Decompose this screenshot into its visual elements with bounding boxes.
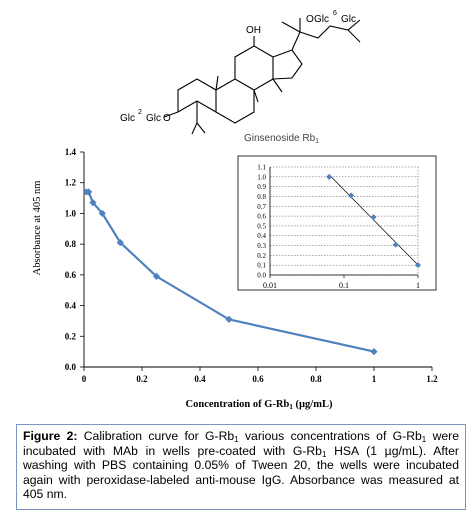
inset-y-tick-label: 1.1 [257, 164, 266, 172]
main-data-point [116, 239, 124, 247]
top-o: O [306, 14, 314, 25]
caption-text-3: were incubated with MAb in wells pre-coa… [23, 429, 459, 458]
inset-y-tick-label: 0.4 [257, 232, 266, 240]
top-link: 6 [333, 10, 337, 17]
y-tick-label: 1.2 [65, 178, 77, 188]
inset-y-tick-label: 0.0 [257, 272, 266, 280]
y-tick-label: 0.0 [65, 362, 77, 372]
caption-sub-1: 1 [234, 435, 239, 444]
inset-ticks: 0.0 0.1 0.2 0.3 0.4 0.50.6 0.7 0.8 0.9 1.01.1 0.01… [257, 164, 420, 291]
inset-y-tick-label: 0.6 [257, 213, 266, 221]
inset-x-tick-label: 0.01 [263, 281, 277, 290]
caption-text-1: Calibration curve for G-Rb [77, 429, 235, 443]
main-chart: 0.0 0.2 0.4 0.6 0.8 1.0 1.2 1.4 0 0.2 0.4 0.6 0.8 1 1.… [32, 147, 438, 411]
inset-grid [269, 166, 419, 276]
x-tick-label: 0 [82, 374, 87, 384]
x-tick-label: 0.2 [136, 374, 148, 384]
compound-name: Ginsenoside Rb1 [244, 133, 319, 145]
inset-data-point [392, 241, 399, 248]
x-tick-label: 1 [372, 374, 377, 384]
inset-y-tick-label: 0.7 [257, 203, 266, 211]
y-tick-label: 0.2 [65, 331, 77, 341]
y-tick-label: 0.6 [65, 270, 77, 280]
y-tick-label: 1.4 [65, 147, 77, 157]
inset-frame [237, 155, 437, 291]
figure-caption: Figure 2: Calibration curve for G-Rb1 va… [16, 424, 466, 510]
inset-x-tick-label: 1 [416, 281, 420, 290]
y-tick-label: 0.4 [65, 301, 77, 311]
inset-y-tick-label: 0.1 [257, 262, 266, 270]
x-tick-label: 0.8 [310, 374, 322, 384]
inset-y-tick-label: 1.0 [257, 173, 266, 181]
inset-y-tick-label: 0.9 [257, 183, 266, 191]
bottom-glc1: Glc [120, 113, 135, 124]
main-data-point [370, 348, 378, 356]
y-axis-label: Absorbance at 405 nm [32, 181, 43, 276]
inset-series [326, 173, 421, 269]
caption-sub-2: 1 [421, 435, 427, 444]
inset-data-point [415, 262, 421, 269]
top-glc2: Glc [341, 14, 356, 25]
top-glc1: Glc [314, 14, 329, 25]
inset-data-point [370, 214, 377, 221]
structure-skeleton [163, 18, 361, 135]
x-tick-label: 0.6 [252, 374, 264, 384]
caption-text-2: various concentrations of G-Rb [238, 429, 422, 443]
caption-label: Figure 2: [23, 429, 78, 443]
bottom-link: 2 [138, 109, 142, 116]
bottom-glc2: Glc [146, 113, 161, 124]
y-tick-label: 1.0 [65, 208, 77, 218]
main-data-point [89, 199, 97, 207]
y-tick-label: 0.8 [65, 239, 77, 249]
x-tick-label: 1.2 [426, 374, 438, 384]
main-data-point [85, 188, 93, 196]
x-tick-label: 0.4 [194, 374, 206, 384]
inset-y-tick-label: 0.3 [257, 242, 266, 250]
main-ticks: 0.0 0.2 0.4 0.6 0.8 1.0 1.2 1.4 0 0.2 0.4 0.6 0.8 1 1.… [65, 147, 438, 384]
inset-data-point [326, 173, 333, 180]
ginsenoside-structure: Glc 2 Glc O OH O Glc 6 Glc Ginsenoside R… [120, 10, 361, 145]
caption-sub-3: 1 [321, 449, 327, 459]
inset-y-tick-label: 0.8 [257, 193, 266, 201]
x-axis-label: Concentration of G-Rb1 (µg/mL) [186, 399, 333, 411]
caption-text-4: HSA (1 µg/mL). After washing with PBS co… [23, 443, 459, 502]
inset-y-tick-label: 0.5 [257, 222, 266, 230]
inset-x-tick-label: 0.1 [339, 281, 349, 290]
inset-chart: 0.0 0.1 0.2 0.3 0.4 0.50.6 0.7 0.8 0.9 1.01.1 0.01… [237, 155, 437, 291]
oh-label: OH [246, 25, 261, 36]
inset-y-tick-label: 0.2 [257, 252, 266, 260]
bottom-o: O [163, 113, 171, 124]
inset-data-point [348, 192, 355, 199]
main-series [82, 188, 378, 356]
